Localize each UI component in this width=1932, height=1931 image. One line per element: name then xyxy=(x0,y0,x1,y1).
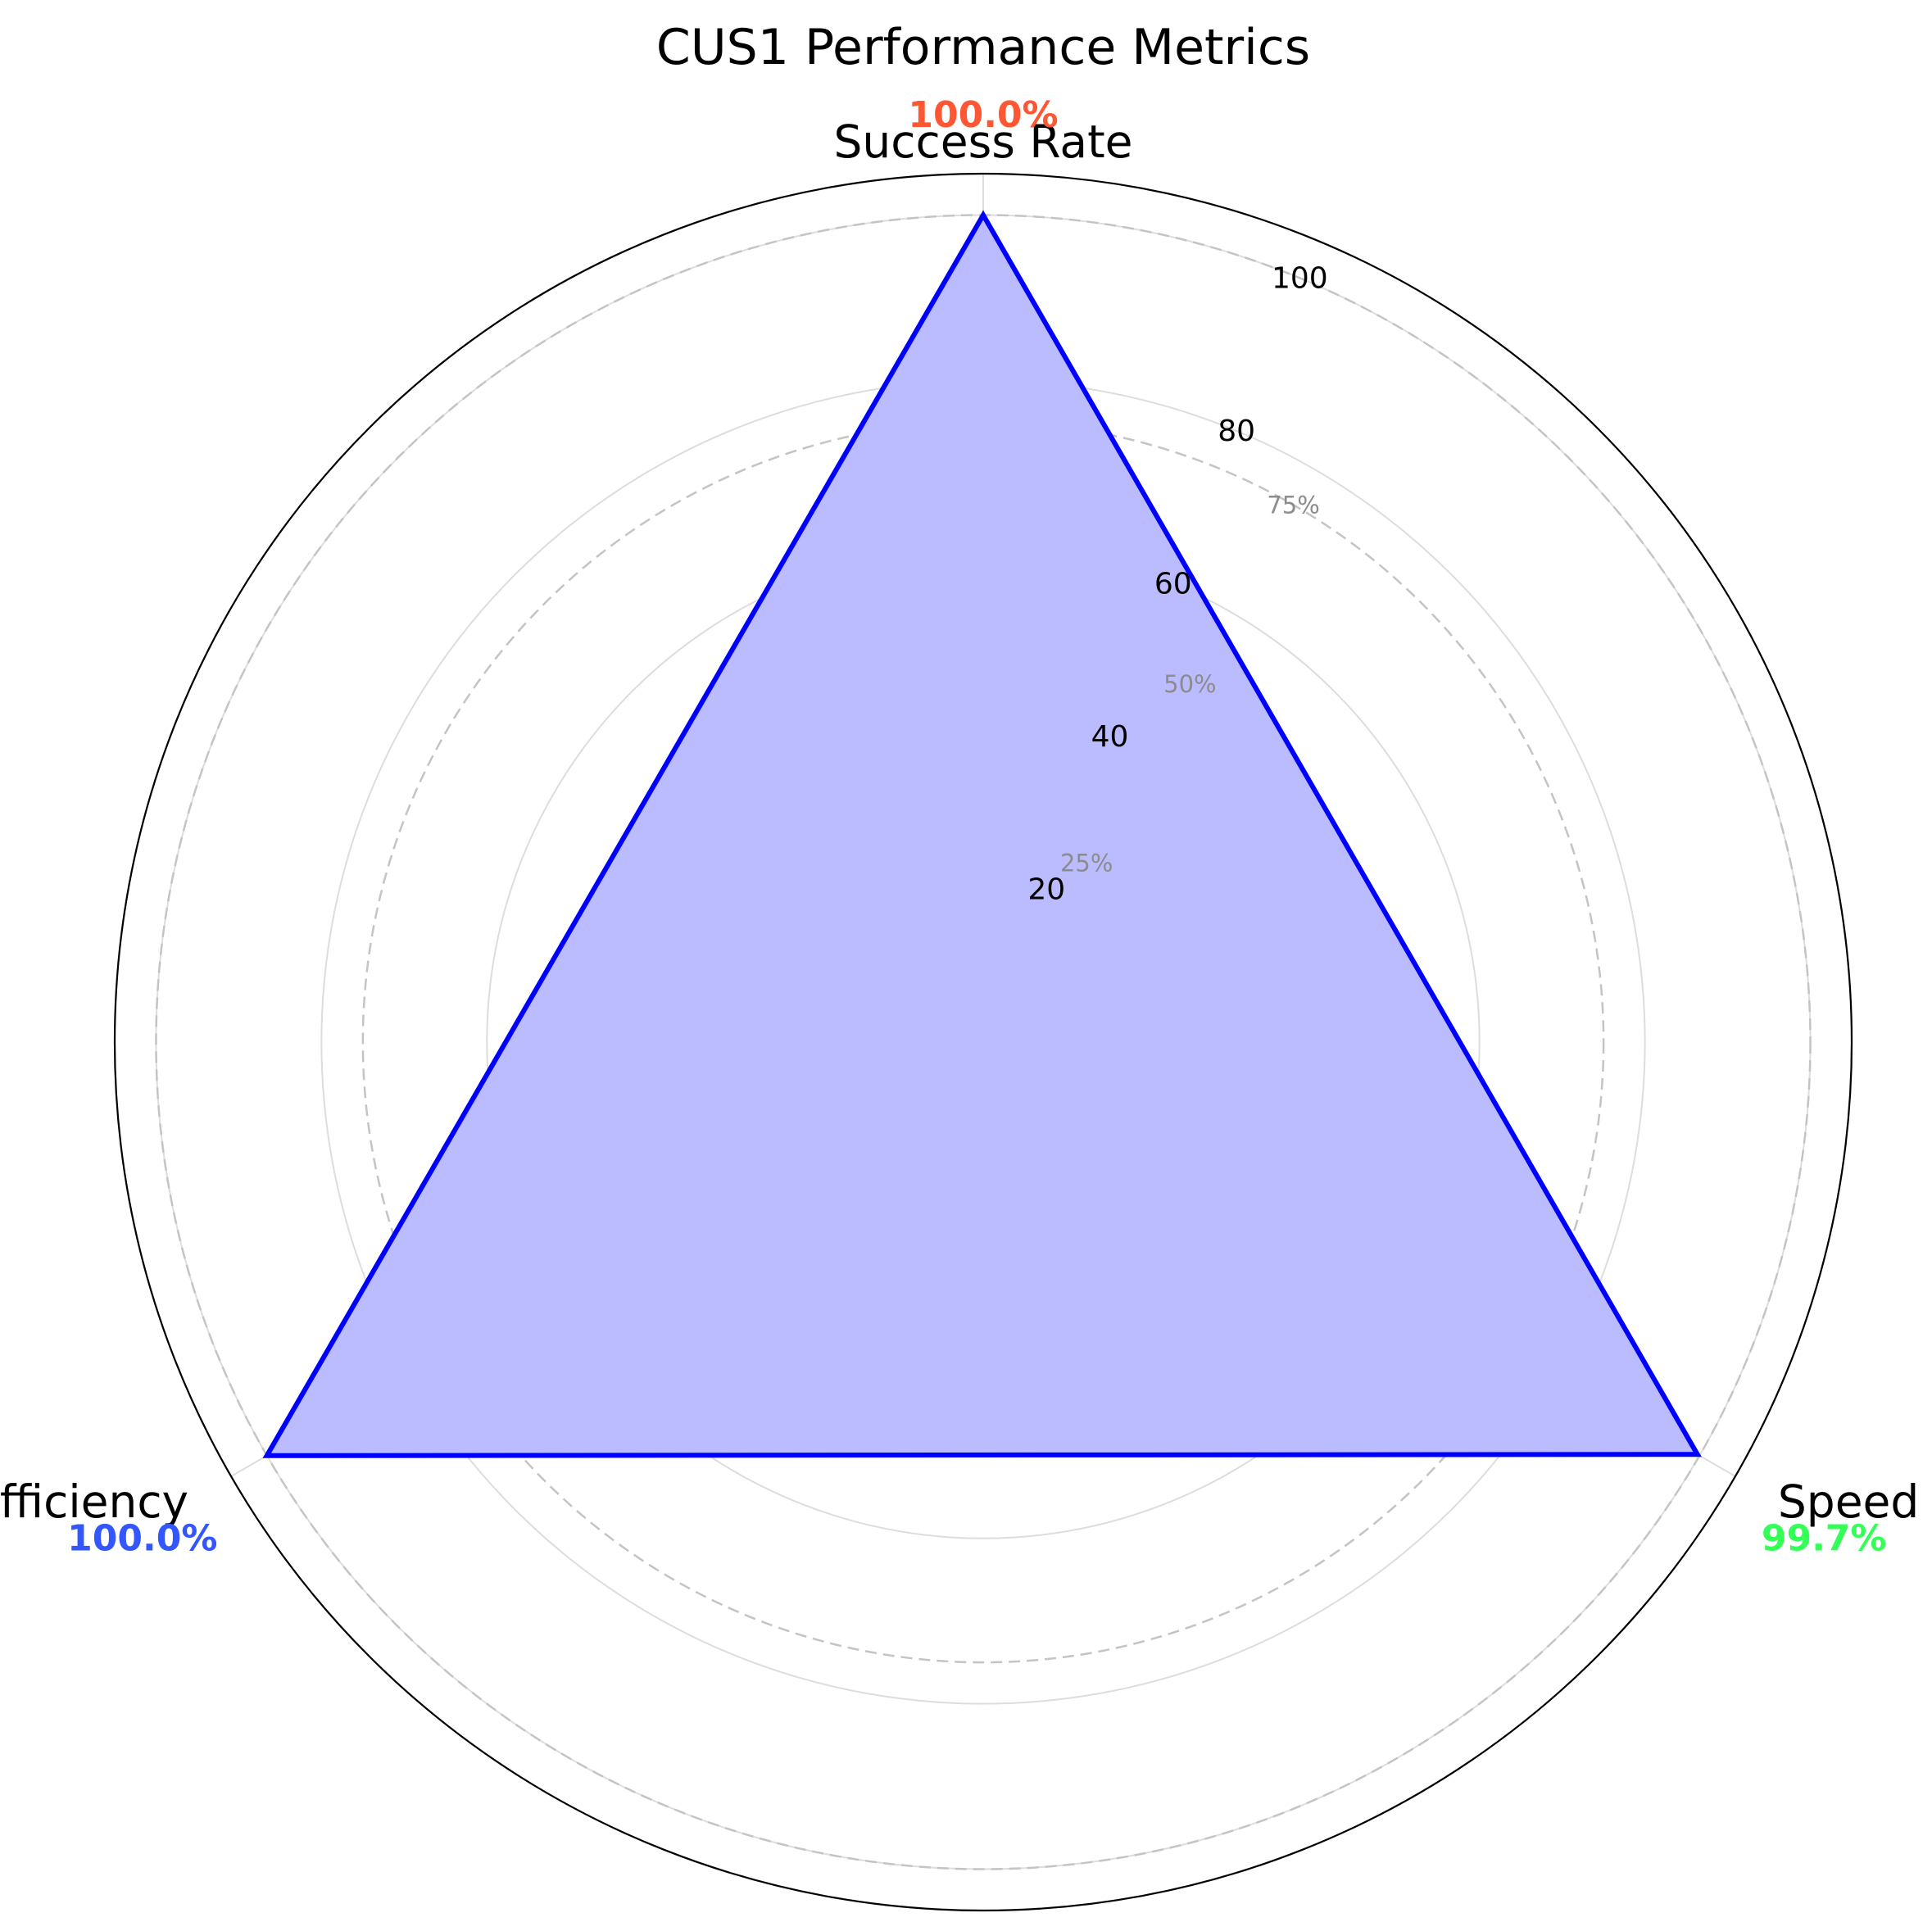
radial-tick-label: 20 xyxy=(1027,873,1065,907)
radial-tick-label: 40 xyxy=(1091,720,1129,754)
category-label: Success Rate xyxy=(834,116,1133,168)
category-labels: Success Rate Speed Efficiency xyxy=(0,116,1919,1528)
series-layer xyxy=(262,210,1702,1458)
reference-label: 75% xyxy=(1267,491,1319,519)
series-line xyxy=(262,210,1702,1458)
radial-tick-label: 60 xyxy=(1154,567,1192,601)
category-label: Efficiency xyxy=(0,1475,188,1528)
radial-tick-labels: 20 40 60 80 100 xyxy=(1027,261,1327,906)
radial-tick-label: 100 xyxy=(1272,261,1328,295)
reference-label: 50% xyxy=(1163,670,1216,698)
value-labels: 100.0% 99.7% 100.0% xyxy=(67,94,1886,1560)
value-label: 100.0% xyxy=(908,94,1058,136)
reference-label: 25% xyxy=(1060,849,1113,877)
series-area xyxy=(266,215,1698,1456)
category-label: Speed xyxy=(1778,1475,1919,1528)
value-label: 99.7% xyxy=(1762,1518,1887,1560)
polar-frame xyxy=(113,172,1853,1912)
reference-labels: 25% 50% 75% xyxy=(1060,491,1320,877)
value-label: 100.0% xyxy=(67,1518,217,1560)
chart-title: CUS1 Performance Metrics xyxy=(656,19,1310,76)
radial-tick-label: 80 xyxy=(1218,415,1255,448)
